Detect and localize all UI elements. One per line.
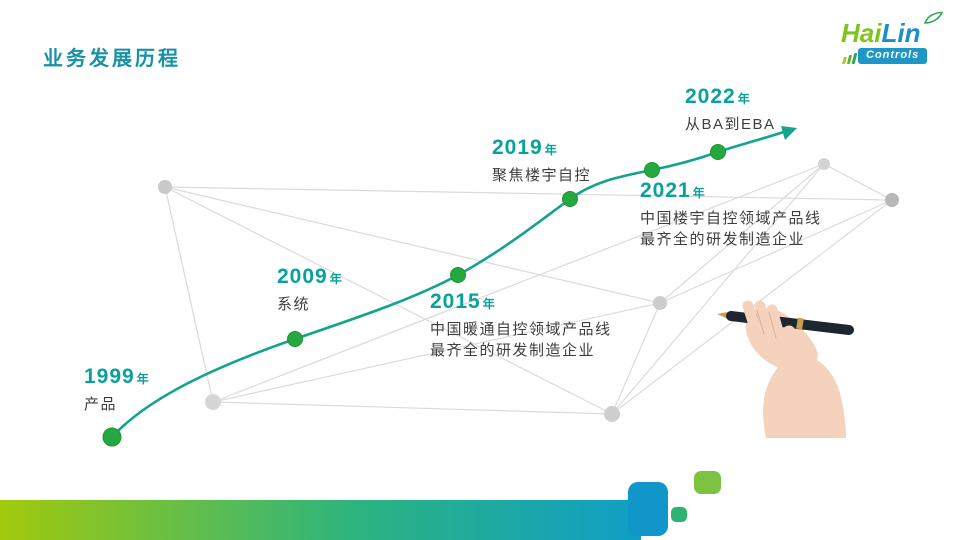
milestone-year: 1999 年 [84,365,149,388]
fingers [742,300,796,352]
milestone-year: 2019 年 [492,136,557,159]
milestone-desc: 聚焦楼宇自控 [492,165,591,186]
logo-wordmark: HaiLin [841,11,943,48]
finger-shading [756,309,777,339]
milestone-desc: 中国楼宇自控领域产品线 最齐全的研发制造企业 [640,208,822,250]
milestone-desc-line: 产品 [84,396,118,413]
decor-square-green [694,471,721,494]
milestone-desc-line: 系统 [277,296,311,313]
milestone-year: 2015 年 [430,290,495,313]
mesh-nodes [158,158,899,422]
arrowhead-icon [781,126,797,140]
milestone-2021: 2021 年 中国楼宇自控领域产品线 最齐全的研发制造企业 [640,180,822,250]
milestone-2019: 2019 年 聚焦楼宇自控 [492,137,591,186]
milestone-desc: 产品 [84,394,149,415]
milestone-desc: 从BA到EBA [685,114,776,135]
timeline-dots [102,144,726,447]
milestone-1999: 1999 年 产品 [84,366,149,415]
milestone-desc-line: 中国楼宇自控领域产品线 [640,210,822,227]
milestone-desc: 中国暖通自控领域产品线 最齐全的研发制造企业 [430,319,612,361]
milestone-desc-line: 最齐全的研发制造企业 [430,342,596,359]
milestone-desc-line: 从BA到EBA [685,116,776,133]
milestone-2022: 2022 年 从BA到EBA [685,86,776,135]
milestone-desc: 系统 [277,294,342,315]
logo-tagline-row: Controls [842,48,941,64]
timeline-curve [111,128,791,438]
timeline-dot-2015 [450,267,466,283]
timeline-dot-2019 [562,191,578,207]
milestone-desc-line: 聚焦楼宇自控 [492,167,592,184]
logo-text-hai: Hai [841,18,882,48]
logo-tagline: Controls [858,48,928,64]
decor-square-teal [671,507,687,522]
timeline-dot-2009 [287,331,303,347]
logo-text-lin: Lin [881,18,921,48]
milestone-2009: 2009 年 系统 [277,266,342,315]
logo-bar-icon [851,53,858,64]
milestone-desc-line: 中国暖通自控领域产品线 [430,321,612,338]
bottom-gradient-bar [0,500,641,540]
mesh-lines [164,163,893,415]
milestone-year: 2021 年 [640,179,705,202]
timeline-dot-1999 [102,427,122,447]
milestone-desc-line: 最齐全的研发制造企业 [640,231,806,248]
page-title: 业务发展历程 [43,48,181,70]
milestone-year: 2022 年 [685,85,750,108]
decor-square-blue [628,482,668,536]
milestone-2015: 2015 年 中国暖通自控领域产品线 最齐全的研发制造企业 [430,291,612,361]
hailin-logo: HaiLin Controls [841,11,943,64]
forearm [763,353,846,438]
pen-band [796,317,804,330]
timeline-dot-2021 [644,162,660,178]
timeline-dot-2022 [710,144,726,160]
leaf-icon [923,11,943,24]
milestone-year: 2009 年 [277,265,342,288]
